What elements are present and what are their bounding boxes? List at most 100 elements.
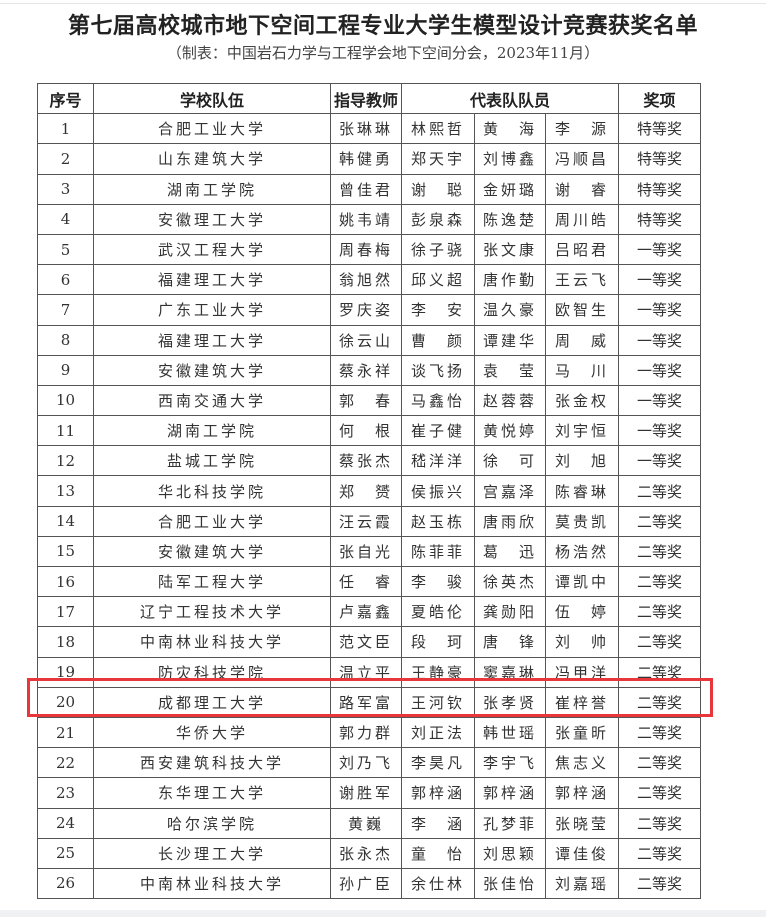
cell-member: 邱义超 [401, 264, 475, 296]
cell-school: 哈尔滨学院 [93, 807, 331, 839]
cell-teacher: 蔡永祥 [330, 354, 402, 386]
cell-member: 段 珂 [401, 626, 475, 658]
table-row: 22 西安建筑科技大学 刘乃飞 李昊凡 李宇飞 焦志义 二等奖 [37, 747, 701, 779]
cell-member: 余仕林 [401, 867, 475, 900]
cell-award: 一等奖 [618, 384, 701, 417]
cell-member: 唐作勤 [474, 264, 546, 296]
cell-no: 18 [37, 626, 94, 658]
cell-member: 王云飞 [545, 264, 619, 296]
cell-award: 二等奖 [618, 837, 701, 869]
table-row: 5 武汉工程大学 周春梅 徐子骁 张文康 吕昭君 一等奖 [37, 233, 701, 266]
cell-school: 安徽建筑大学 [93, 535, 331, 568]
cell-school: 东华理工大学 [93, 777, 331, 809]
cell-school: 盐城工学院 [93, 445, 331, 477]
cell-member: 欧智生 [545, 294, 619, 326]
cell-member: 李 源 [545, 113, 619, 145]
cell-member: 张佳怡 [474, 867, 546, 900]
cell-teacher: 周春梅 [330, 233, 402, 266]
cell-award: 二等奖 [618, 777, 701, 809]
cell-award: 二等奖 [618, 686, 701, 718]
cell-award: 二等奖 [618, 505, 701, 537]
table-row: 15 安徽建筑大学 张自光 陈菲菲葛 迅杨浩然 二等奖 [37, 535, 701, 568]
cell-no: 15 [37, 535, 94, 568]
cell-teacher: 韩健勇 [330, 143, 402, 175]
divider [0, 3, 766, 4]
cell-member: 刘 旭 [545, 445, 619, 477]
cell-award: 二等奖 [618, 867, 701, 900]
cell-award: 二等奖 [618, 747, 701, 779]
cell-school: 长沙理工大学 [93, 837, 331, 869]
cell-award: 二等奖 [618, 626, 701, 658]
cell-member: 陈逸楚 [474, 203, 546, 235]
cell-school: 安徽建筑大学 [93, 354, 331, 386]
document-title: 第七届高校城市地下空间工程专业大学生模型设计竞赛获奖名单 [67, 13, 698, 39]
cell-member: 孔梦菲 [474, 807, 546, 839]
cell-member: 刘嘉瑶 [545, 867, 619, 900]
cell-award: 一等奖 [618, 445, 701, 477]
cell-member: 金妍璐 [474, 173, 546, 205]
cell-member: 郑天宇 [401, 143, 475, 175]
cell-school: 华北科技学院 [93, 475, 331, 507]
cell-school: 西南交通大学 [93, 384, 331, 417]
cell-award: 特等奖 [618, 143, 701, 175]
cell-award: 二等奖 [618, 807, 701, 839]
cell-member: 张文康 [474, 233, 546, 266]
cell-member: 刘正法 [401, 716, 475, 749]
cell-member: 莫贵凯 [545, 505, 619, 537]
cell-member: 赵玉栋 [401, 505, 475, 537]
cell-teacher: 范文臣 [330, 626, 402, 658]
table-row: 8 福建理工大学 徐云山曹 颜谭建华周 威一等奖 [37, 324, 701, 356]
cell-award: 二等奖 [618, 596, 701, 628]
cell-member: 李 安 [401, 294, 475, 326]
cell-no: 14 [37, 505, 94, 537]
table-row: 7 广东工业大学 罗庆姿李 安温久豪 欧智生 一等奖 [37, 294, 701, 326]
cell-school: 广东工业大学 [93, 294, 331, 326]
cell-teacher: 任 睿 [330, 565, 402, 598]
cell-member: 郭梓涵 [474, 777, 546, 809]
cell-member: 陈睿琳 [545, 475, 619, 507]
cell-teacher: 汪云霞 [330, 505, 402, 537]
cell-no: 10 [37, 384, 94, 417]
cell-teacher: 姚韦靖 [330, 203, 402, 235]
cell-teacher: 罗庆姿 [330, 294, 402, 326]
table-row: 24 哈尔滨学院 黄巍李 涵孔梦菲 张晓莹 二等奖 [37, 807, 701, 839]
header-no: 序号 [37, 82, 94, 115]
cell-member: 李宇飞 [474, 747, 546, 779]
cell-member: 黄 海 [474, 113, 546, 145]
table-row: 2 山东建筑大学 韩健勇 郑天宇 刘博鑫 冯顺昌 特等奖 [37, 143, 701, 175]
cell-award: 一等奖 [618, 354, 701, 386]
cell-member: 黄悦婷 [474, 415, 546, 447]
cell-member: 曹 颜 [401, 324, 475, 356]
cell-no: 25 [37, 837, 94, 869]
cell-member: 葛 迅 [474, 535, 546, 568]
cell-school: 中南林业科技大学 [93, 626, 331, 658]
table-row: 11 湖南工学院何 根崔子健 黄悦婷 刘宇恒 一等奖 [37, 415, 701, 447]
cell-teacher: 谢胜军 [330, 777, 402, 809]
cell-school: 福建理工大学 [93, 264, 331, 296]
cell-member: 龚勋阳 [474, 596, 546, 628]
cell-no: 1 [37, 113, 94, 145]
cell-member: 宫嘉泽 [474, 475, 546, 507]
cell-member: 谭佳俊 [545, 837, 619, 869]
cell-member: 张孝贤 [474, 686, 546, 718]
table-row: 4 安徽理工大学 姚韦靖 彭泉森 陈逸楚 周川皓 特等奖 [37, 203, 701, 235]
cell-no: 13 [37, 475, 94, 507]
cell-no: 26 [37, 867, 94, 900]
table-row: 9 安徽建筑大学 蔡永祥 谈飞扬袁 莹马 川一等奖 [37, 354, 701, 386]
cell-no: 20 [37, 686, 94, 718]
cell-member: 李 骏 [401, 565, 475, 598]
cell-no: 8 [37, 324, 94, 356]
cell-member: 周川皓 [545, 203, 619, 235]
table-row: 21 华侨大学 郭力群 刘正法 韩世瑶 张童昕 二等奖 [37, 716, 701, 749]
cell-member: 徐英杰 [474, 565, 546, 598]
cell-member: 王河钦 [401, 686, 475, 718]
cell-member: 袁 莹 [474, 354, 546, 386]
cell-school: 合肥工业大学 [93, 505, 331, 537]
cell-school: 辽宁工程技术大学 [93, 596, 331, 628]
cell-teacher: 郑 赟 [330, 475, 402, 507]
cell-member: 李 涵 [401, 807, 475, 839]
table-row: 26 中南林业科技大学 孙广臣 余仕林 张佳怡 刘嘉瑶 二等奖 [37, 867, 701, 900]
cell-award: 特等奖 [618, 173, 701, 205]
cell-member: 郭梓涵 [545, 777, 619, 809]
cell-member: 侯振兴 [401, 475, 475, 507]
